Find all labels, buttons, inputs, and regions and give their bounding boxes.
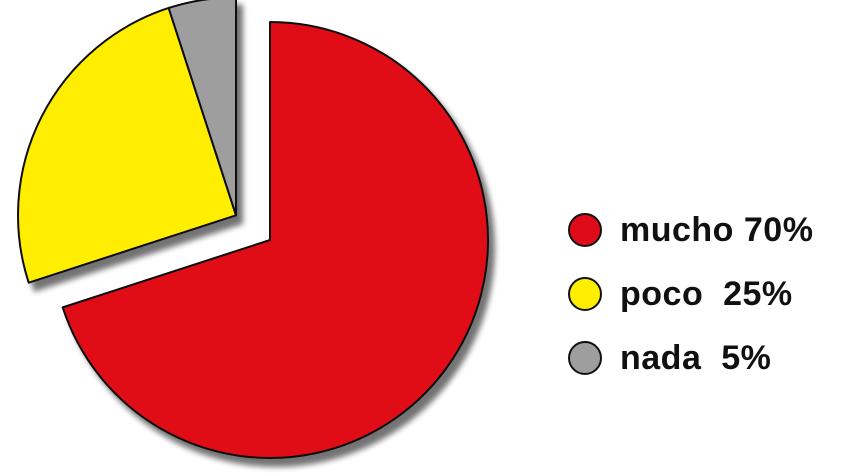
legend-label-poco: poco 25% [620,275,793,313]
legend-label-nada: nada 5% [620,339,772,377]
chart-legend: mucho 70% poco 25% nada 5% [560,205,840,397]
pie-slice-mucho [61,21,489,459]
legend-swatch-nada [568,341,602,375]
legend-item-nada: nada 5% [560,333,840,397]
legend-swatch-poco [568,277,602,311]
pie-chart [17,0,489,459]
legend-item-poco: poco 25% [560,269,840,333]
pie-slice-nada [167,0,238,217]
legend-item-mucho: mucho 70% [560,205,840,269]
pie-slice-poco [17,6,238,284]
legend-label-mucho: mucho 70% [620,211,814,249]
legend-swatch-mucho [568,213,602,247]
